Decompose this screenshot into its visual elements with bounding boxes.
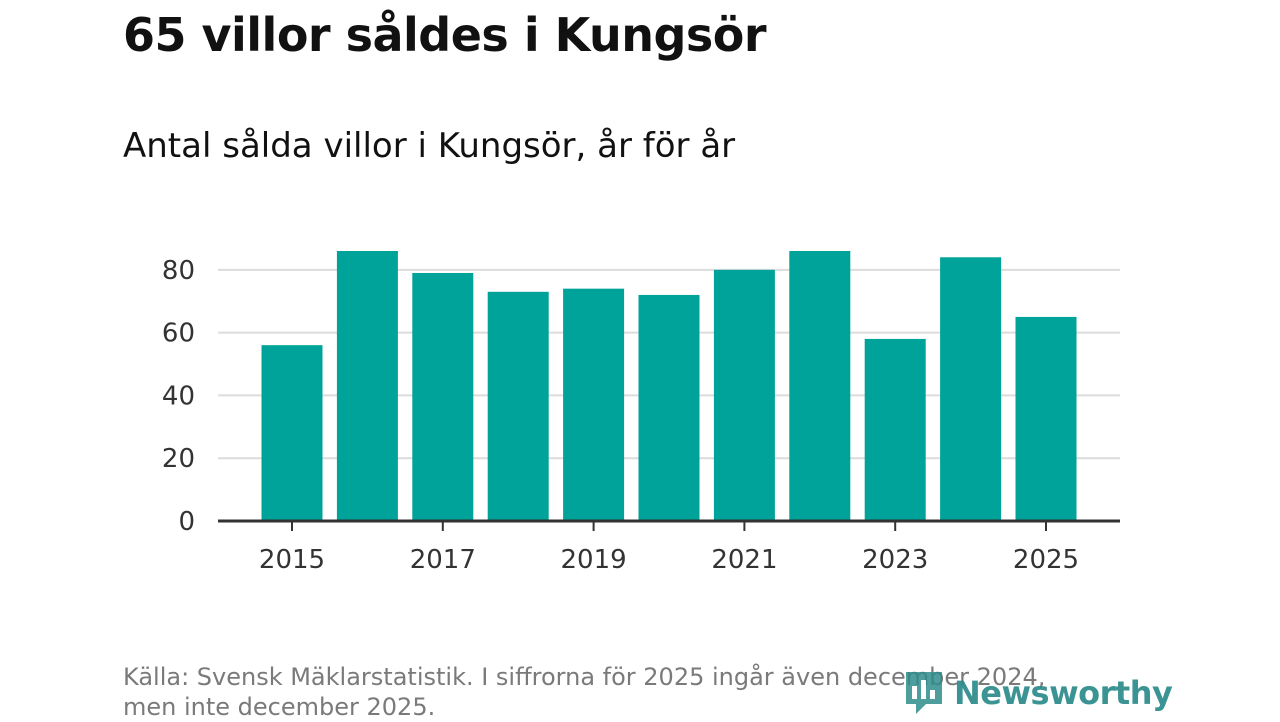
bar-2023 [864, 338, 926, 521]
source-note: Källa: Svensk Mäklarstatistik. I siffror… [123, 663, 1046, 721]
bar-2017 [412, 272, 474, 521]
brand-name: Newsworthy [954, 674, 1173, 712]
chart-subtitle: Antal sålda villor i Kungsör, år för år [123, 126, 736, 166]
axes: 0 20 40 60 80 2015 2017 2019 2021 2023 2025 [162, 256, 1120, 575]
bar-2025 [1015, 316, 1077, 521]
y-tick-label-80: 80 [162, 256, 195, 286]
bar-2015 [261, 345, 323, 521]
y-tick-label-60: 60 [162, 319, 195, 349]
x-tick-label-2021: 2021 [711, 545, 777, 575]
bar-2020 [638, 294, 700, 521]
x-tick-label-2015: 2015 [259, 545, 325, 575]
x-tick-label-2017: 2017 [410, 545, 476, 575]
x-tick-label-2019: 2019 [561, 545, 627, 575]
bar-2021 [713, 269, 775, 521]
bar-chart: 0 20 40 60 80 2015 2017 2019 2021 2023 2025 [162, 251, 1120, 575]
bar-2016 [336, 251, 398, 521]
x-tick-label-2025: 2025 [1013, 545, 1079, 575]
y-tick-label-40: 40 [162, 381, 195, 411]
newsworthy-logo: Newsworthy [902, 668, 1173, 718]
bar-2022 [789, 251, 851, 521]
newsworthy-logo-icon [906, 672, 942, 714]
bar-2018 [487, 291, 549, 521]
chart-title: 65 villor såldes i Kungsör [123, 8, 767, 62]
x-tick-label-2023: 2023 [862, 545, 928, 575]
y-tick-label-0: 0 [178, 507, 195, 537]
bar-2024 [940, 257, 1002, 521]
y-tick-label-20: 20 [162, 444, 195, 474]
bar-2019 [563, 288, 625, 521]
bars [261, 251, 1077, 521]
